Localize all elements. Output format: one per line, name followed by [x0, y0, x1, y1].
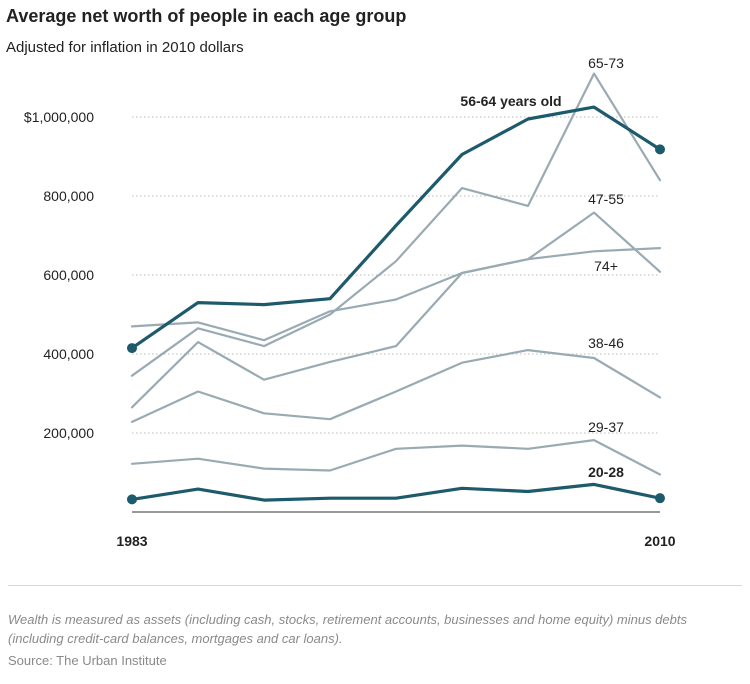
end-marker-20-28	[655, 493, 665, 504]
series-line-29-37	[130, 439, 662, 476]
series-label: 74+	[594, 258, 618, 274]
y-axis-labels: 200,000 400,000 600,000 800,000 $1,000,000	[24, 109, 94, 441]
x-axis-labels: 1983 2010	[116, 533, 675, 549]
series-label: 56-64 years old	[460, 93, 561, 109]
y-tick-label: $1,000,000	[24, 109, 94, 125]
series-label: 29-37	[588, 419, 624, 435]
x-tick-label-end: 2010	[644, 533, 675, 549]
series-label: 38-46	[588, 335, 624, 351]
footnote: Wealth is measured as assets (including …	[8, 612, 687, 646]
y-tick-label: 400,000	[43, 346, 94, 362]
chart-subtitle: Adjusted for inflation in 2010 dollars	[6, 39, 244, 56]
x-tick-label-start: 1983	[116, 533, 147, 549]
y-tick-label: 800,000	[43, 188, 94, 204]
series-labels: 65-73 56-64 years old 47-55 74+ 38-46 29-37 20…	[460, 55, 624, 480]
series-label: 47-55	[588, 191, 624, 207]
series-line-38-46	[130, 349, 662, 423]
series-label: 20-28	[588, 464, 624, 480]
divider	[8, 585, 742, 586]
series-line-20-28	[130, 482, 662, 502]
start-marker-20-28	[127, 494, 137, 505]
series-lines	[130, 72, 662, 502]
line-chart: 200,000 400,000 600,000 800,000 $1,000,000 1…	[24, 55, 676, 549]
y-tick-label: 200,000	[43, 425, 94, 441]
chart-title: Average net worth of people in each age …	[6, 6, 407, 26]
start-marker-56-64	[127, 343, 137, 354]
series-line-74plus	[130, 247, 662, 342]
gridlines	[132, 116, 660, 513]
series-line-47-55	[130, 211, 662, 409]
series-line-65-73	[130, 72, 662, 377]
y-tick-label: 600,000	[43, 267, 94, 283]
series-label: 65-73	[588, 55, 624, 71]
endpoint-markers	[127, 144, 665, 505]
source-credit: Source: The Urban Institute	[8, 653, 167, 668]
series-line-56-64	[130, 105, 662, 350]
end-marker-56-64	[655, 144, 665, 155]
